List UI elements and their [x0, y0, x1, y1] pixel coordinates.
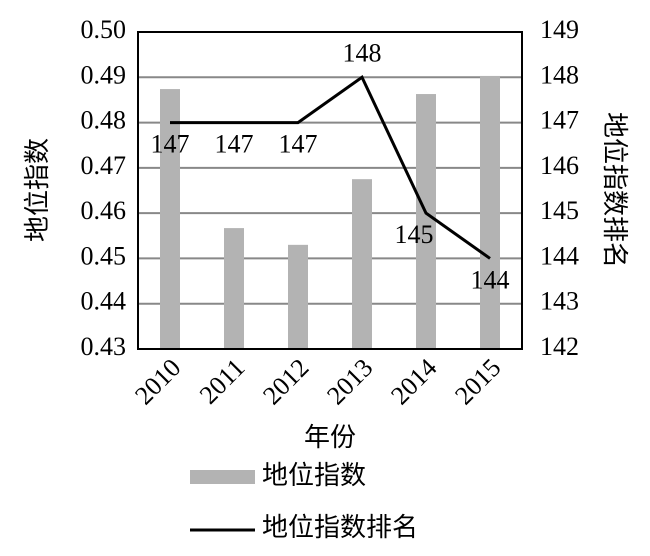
- y2-tick-label: 143: [540, 287, 579, 316]
- data-label: 145: [395, 220, 434, 249]
- legend-label: 地位指数: [262, 461, 366, 490]
- y-tick-label: 0.46: [81, 196, 127, 225]
- bar: [352, 179, 372, 349]
- y2-tick-label: 144: [540, 241, 579, 270]
- data-label: 148: [343, 38, 382, 67]
- bar: [288, 244, 308, 349]
- y-axis-label: 地位指数: [23, 138, 52, 242]
- y2-tick-label: 149: [540, 15, 579, 44]
- data-label: 144: [471, 265, 510, 294]
- bar: [480, 75, 500, 350]
- y2-tick-label: 142: [540, 332, 579, 361]
- legend-swatch: [190, 470, 255, 484]
- plot-border: [137, 31, 523, 350]
- y-tick-label: 0.44: [81, 287, 127, 316]
- x-tick-label: 2012: [257, 353, 314, 410]
- line: [170, 75, 491, 260]
- bar: [224, 228, 244, 349]
- y2-tick-label: 148: [540, 60, 579, 89]
- x-tick-label: 2011: [194, 353, 251, 410]
- y-tick-label: 0.47: [81, 151, 127, 180]
- x-tick-label: 2014: [385, 353, 442, 410]
- x-axis-label: 年份: [304, 423, 356, 452]
- bar: [416, 94, 436, 349]
- y-tick-label: 0.48: [81, 106, 127, 135]
- legend-label: 地位指数排名: [262, 513, 418, 542]
- y-tick-label: 0.43: [81, 332, 127, 361]
- y2-tick-label: 146: [540, 151, 579, 180]
- x-tick-label: 2015: [449, 353, 506, 410]
- x-tick-label: 2010: [129, 353, 186, 410]
- data-label: 147: [151, 130, 190, 159]
- y2-axis-label: 地位指数排名: [600, 112, 629, 268]
- y2-tick-label: 147: [540, 106, 579, 135]
- bar: [160, 89, 180, 349]
- y-tick-label: 0.45: [81, 241, 127, 270]
- x-tick-label: 2013: [321, 353, 378, 410]
- y-tick-label: 0.49: [81, 60, 127, 89]
- y-tick-label: 0.50: [81, 15, 127, 44]
- data-label: 147: [279, 130, 318, 159]
- data-label: 147: [215, 130, 254, 159]
- y2-tick-label: 145: [540, 196, 579, 225]
